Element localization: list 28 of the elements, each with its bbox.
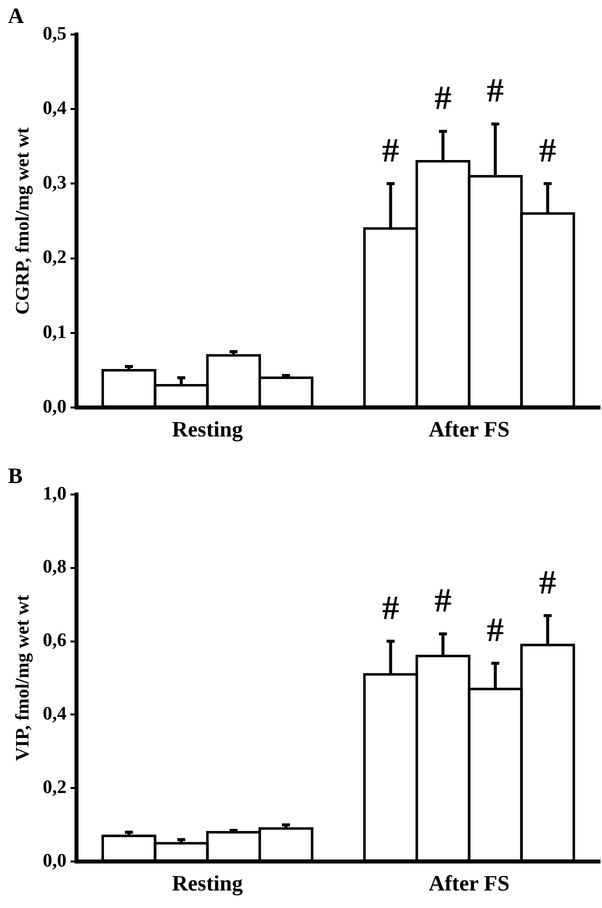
y-tick-label: 0,1 [42,322,67,343]
y-tick-label: 0,5 [42,23,67,44]
annotation: # [486,72,504,110]
annotation: # [539,564,556,602]
y-tick-label: 0,8 [42,556,67,578]
y-tick-label: 0,0 [42,850,67,872]
annotation: # [382,590,400,628]
y-tick-label: 0,4 [42,98,68,119]
x-tick-label: After FS [428,870,510,896]
chart-title: B [8,462,23,488]
x-tick-label: After FS [428,416,510,442]
y-tick-label: 0,0 [42,396,67,418]
y-tick-label: 0,4 [42,704,68,725]
x-tick-label: Resting [172,416,243,442]
y-tick-label: 0,2 [42,777,67,798]
annotation: # [434,80,452,118]
chart-title: A [8,2,24,28]
annotation: # [382,132,400,170]
y-tick-label: 0,3 [42,172,67,194]
y-tick-label: 0,6 [42,630,67,652]
annotation: # [434,582,452,620]
y-tick-label: 1,0 [42,483,67,504]
y-axis-title: CGRP, fmol/mg wet wt [12,126,34,315]
y-tick-label: 0,2 [42,247,67,268]
x-tick-label: Resting [172,870,243,896]
annotation: # [486,612,504,650]
y-axis-title: VIP, fmol/mg wet wt [12,594,34,762]
annotation: # [539,132,556,170]
